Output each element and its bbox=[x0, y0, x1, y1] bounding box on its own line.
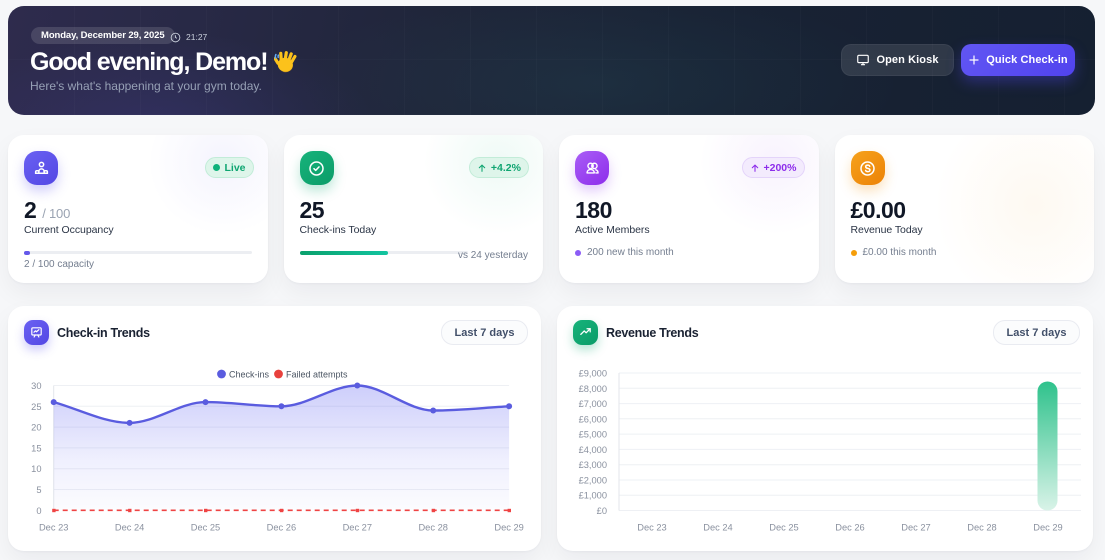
svg-text:Dec 23: Dec 23 bbox=[39, 523, 68, 533]
svg-text:Dec 25: Dec 25 bbox=[191, 523, 220, 533]
svg-text:Dec 29: Dec 29 bbox=[1033, 523, 1062, 533]
svg-text:£3,000: £3,000 bbox=[579, 460, 607, 470]
svg-text:Dec 24: Dec 24 bbox=[703, 523, 732, 533]
svg-text:30: 30 bbox=[31, 381, 41, 391]
svg-text:Dec 28: Dec 28 bbox=[967, 523, 996, 533]
svg-text:Dec 27: Dec 27 bbox=[343, 523, 372, 533]
svg-text:25: 25 bbox=[31, 402, 41, 412]
svg-text:Dec 24: Dec 24 bbox=[115, 523, 144, 533]
svg-text:15: 15 bbox=[31, 443, 41, 453]
svg-text:10: 10 bbox=[31, 464, 41, 474]
svg-text:Dec 29: Dec 29 bbox=[494, 523, 523, 533]
svg-text:Dec 26: Dec 26 bbox=[267, 523, 296, 533]
svg-text:£9,000: £9,000 bbox=[579, 369, 607, 379]
svg-text:5: 5 bbox=[36, 485, 41, 495]
svg-text:£2,000: £2,000 bbox=[579, 476, 607, 486]
svg-text:0: 0 bbox=[36, 506, 41, 516]
svg-text:Dec 26: Dec 26 bbox=[835, 523, 864, 533]
svg-text:Dec 23: Dec 23 bbox=[637, 523, 666, 533]
svg-text:20: 20 bbox=[31, 423, 41, 433]
svg-text:£5,000: £5,000 bbox=[579, 430, 607, 440]
svg-text:Check-ins: Check-ins bbox=[229, 370, 270, 380]
svg-text:£0: £0 bbox=[597, 506, 607, 516]
svg-text:£4,000: £4,000 bbox=[579, 445, 607, 455]
svg-text:Dec 25: Dec 25 bbox=[769, 523, 798, 533]
svg-text:£8,000: £8,000 bbox=[579, 384, 607, 394]
svg-text:Failed attempts: Failed attempts bbox=[286, 370, 348, 380]
svg-text:£7,000: £7,000 bbox=[579, 399, 607, 409]
svg-text:Dec 28: Dec 28 bbox=[418, 523, 447, 533]
svg-text:£6,000: £6,000 bbox=[579, 414, 607, 424]
svg-text:Dec 27: Dec 27 bbox=[901, 523, 930, 533]
svg-text:£1,000: £1,000 bbox=[579, 491, 607, 501]
